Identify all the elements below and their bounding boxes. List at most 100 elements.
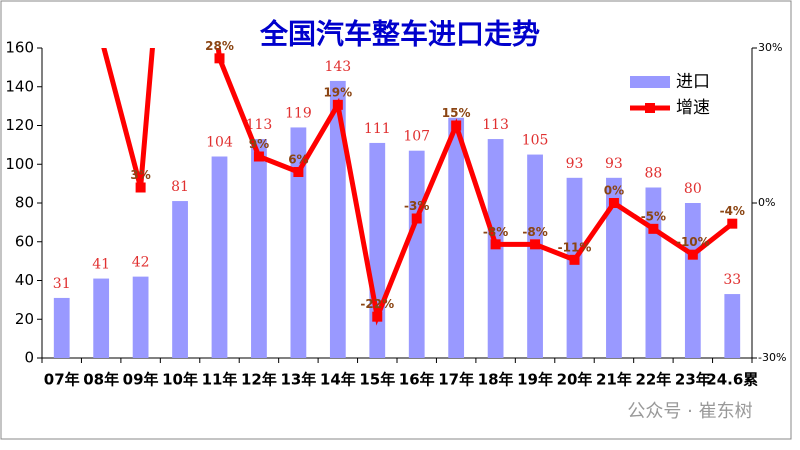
- line-marker: [648, 223, 659, 234]
- line-value-label: 6%: [288, 153, 308, 167]
- line-value-label: -10%: [676, 235, 710, 249]
- x-tick-label: 08年: [83, 371, 119, 389]
- line-value-label: -3%: [404, 199, 429, 213]
- bar-value-label: 93: [605, 156, 623, 172]
- legend-label: 进口: [676, 72, 710, 92]
- line-value-label: 28%: [205, 39, 234, 53]
- x-tick-label: 17年: [438, 371, 474, 389]
- line-marker: [332, 99, 343, 110]
- y-tick-label: 0: [24, 349, 34, 367]
- y-tick-label: 40: [15, 271, 34, 289]
- bar: [132, 276, 149, 358]
- line-marker: [569, 254, 580, 265]
- bar-value-label: 107: [403, 129, 430, 145]
- bar-value-label: 31: [53, 276, 71, 292]
- x-tick-label: 23年: [675, 371, 711, 389]
- y-tick-label: 160: [5, 39, 34, 57]
- line-marker: [214, 53, 225, 64]
- line-value-label: -4%: [720, 204, 745, 218]
- line-marker: [253, 151, 264, 162]
- bar: [684, 203, 701, 358]
- chart-title: 全国汽车整车进口走势: [259, 18, 540, 51]
- line-marker: [451, 120, 462, 131]
- bar-value-label: 113: [482, 117, 509, 133]
- y2-tick-label: 30%: [758, 41, 782, 54]
- y-tick-label: 140: [5, 77, 34, 95]
- bar: [527, 154, 543, 358]
- bar-value-label: 42: [132, 255, 150, 271]
- bar: [172, 201, 188, 358]
- line-value-label: 3%: [130, 168, 150, 182]
- legend-label: 增速: [676, 98, 710, 118]
- line-marker: [687, 249, 698, 260]
- bar-value-label: 41: [92, 257, 110, 273]
- bar: [93, 278, 110, 358]
- y2-tick-label: 0%: [758, 196, 775, 209]
- x-tick-label: 15年: [359, 371, 395, 389]
- bar: [448, 117, 465, 358]
- bar: [724, 294, 741, 358]
- legend-swatch: [645, 103, 655, 113]
- line-marker: [490, 239, 501, 250]
- x-tick-label: 21年: [596, 371, 632, 389]
- bar: [369, 142, 386, 358]
- bar-value-label: 93: [566, 156, 584, 172]
- y-tick-label: 60: [15, 232, 34, 250]
- line-value-label: -8%: [522, 225, 547, 239]
- line-value-label: 0%: [604, 184, 624, 198]
- x-tick-label: 19年: [517, 371, 553, 389]
- x-tick-label: 07年: [44, 371, 80, 389]
- line-marker: [530, 239, 541, 250]
- y-tick-label: 120: [5, 116, 34, 134]
- bar-value-label: 81: [171, 179, 189, 195]
- y-tick-label: 80: [15, 194, 34, 212]
- x-tick-label: 13年: [280, 371, 316, 389]
- bar-value-label: 105: [522, 133, 549, 149]
- line-value-label: -22%: [360, 297, 394, 311]
- line-marker: [411, 213, 422, 224]
- bar: [251, 139, 267, 358]
- x-tick-label: 11年: [202, 371, 238, 389]
- line-group: [101, 48, 738, 326]
- line-value-label: 9%: [249, 137, 269, 151]
- y-tick-label: 100: [5, 155, 34, 173]
- x-tick-label: 18年: [478, 371, 514, 389]
- y2-tick-label: -30%: [758, 351, 786, 364]
- bar-value-label: 111: [364, 121, 391, 137]
- x-tick-label: 24.6累: [706, 371, 758, 389]
- bar-value-label: 80: [684, 181, 702, 197]
- bar-value-label: 33: [723, 272, 741, 288]
- bar-value-label: 104: [206, 135, 233, 151]
- bar: [408, 150, 425, 358]
- line-value-label: -5%: [641, 209, 666, 223]
- x-tick-label: 16年: [399, 371, 435, 389]
- line-marker: [608, 198, 619, 208]
- line-marker: [372, 311, 383, 322]
- bar-value-label: 143: [324, 59, 351, 75]
- x-tick-label: 20年: [557, 371, 593, 389]
- line-marker: [135, 182, 146, 193]
- bar-value-label: 88: [644, 166, 662, 182]
- bar: [566, 177, 583, 358]
- x-tick-label: 22年: [635, 371, 671, 389]
- line-marker: [293, 167, 304, 177]
- line-value-label: -8%: [483, 225, 508, 239]
- bar: [329, 80, 346, 358]
- x-tick-label: 10年: [162, 371, 198, 389]
- bar: [606, 177, 622, 358]
- line-value-label: -11%: [558, 240, 592, 254]
- bar: [290, 127, 307, 358]
- line-marker: [727, 218, 738, 229]
- y-tick-label: 20: [15, 310, 34, 328]
- bar-value-label: 119: [285, 105, 312, 121]
- bar-value-label: 113: [246, 117, 273, 133]
- x-tick-label: 14年: [320, 371, 356, 389]
- legend-swatch: [630, 76, 670, 88]
- watermark: 公众号 · 崔东树: [627, 401, 752, 422]
- bar: [53, 297, 70, 358]
- x-tick-label: 09年: [123, 371, 159, 389]
- x-tick-label: 12年: [241, 371, 277, 389]
- line-value-label: 19%: [323, 85, 352, 99]
- bar: [211, 156, 228, 358]
